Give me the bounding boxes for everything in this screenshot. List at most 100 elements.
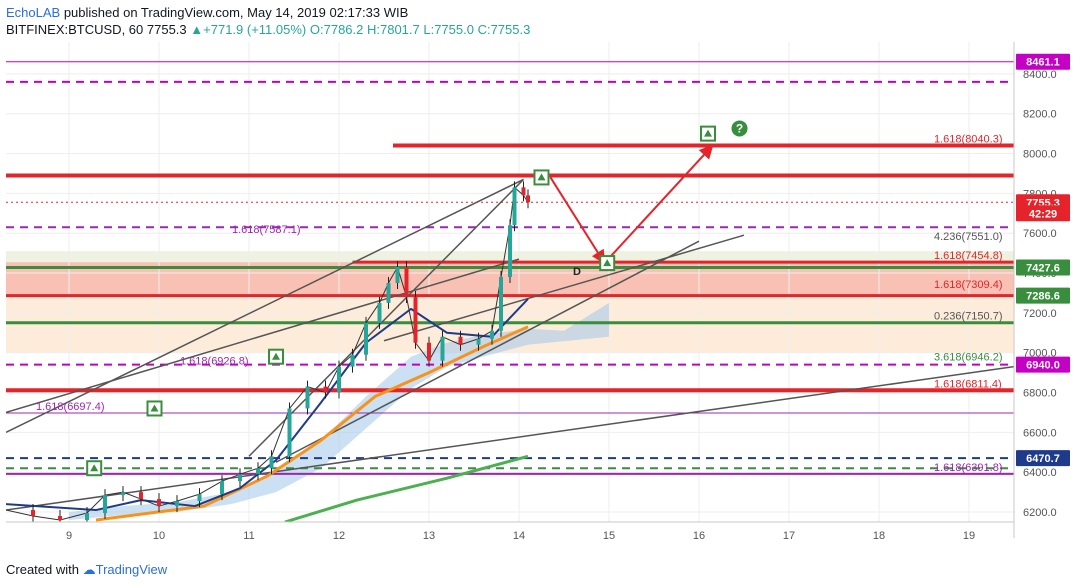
fib-label-6: 3.618(6946.2)	[934, 351, 1003, 363]
candle-body-12	[256, 468, 260, 475]
ichimoku-cloud	[69, 302, 609, 521]
symbol-line: BITFINEX:BTCUSD, 60 7755.3 ▲+771.9 (+11.…	[6, 22, 530, 37]
signal-up-icon-1	[150, 404, 159, 412]
target-arrow-1	[603, 144, 714, 264]
question-icon	[731, 120, 748, 137]
candle-body-2	[58, 516, 62, 521]
signal-up-icon-4	[603, 259, 612, 267]
candle-body-32	[512, 187, 517, 226]
fib-label-0: 1.618(8040.3)	[934, 134, 1003, 146]
ma-orange-line	[95, 325, 529, 522]
x-tick-label-10: 19	[963, 530, 975, 542]
candle-body-34	[526, 195, 530, 203]
signal-up-icon-0	[90, 464, 99, 472]
up-triangle-icon: ▲	[190, 22, 204, 37]
price-tag-label-3: 7427.6	[1026, 263, 1060, 275]
chart-header: EchoLAB published on TradingView.com, Ma…	[0, 0, 1073, 40]
plot-layer: 1.618(8040.3) 1.618(7587.1) 4.236(7551.0) 1…	[6, 42, 1014, 522]
created-with: Created with ☁TradingView	[6, 562, 167, 578]
candle-body-9	[197, 494, 202, 502]
x-tick-label-7: 16	[693, 530, 705, 542]
candle-body-13	[269, 456, 274, 469]
candle-body-3	[85, 513, 89, 521]
x-tick-label-6: 15	[603, 530, 615, 542]
x-tick-label-4: 13	[423, 530, 435, 542]
publish-line: EchoLAB published on TradingView.com, Ma…	[6, 5, 408, 20]
candle-body-28	[476, 338, 481, 345]
candle-body-5	[121, 492, 125, 496]
ma-blue-line	[6, 298, 529, 512]
candle-body-10	[220, 481, 224, 495]
candle-body-24	[413, 296, 418, 343]
price-tag-3	[1016, 259, 1070, 276]
target-arrow-0	[549, 176, 606, 265]
fib-label-8: 1.618(6811.4)	[934, 378, 1002, 390]
candle-body-22	[395, 267, 400, 283]
price-tag-5	[1016, 356, 1070, 373]
last-price: 7755.3	[146, 22, 187, 37]
fib-label-3: 1.618(7454.8)	[934, 250, 1003, 262]
candle-body-25	[427, 342, 431, 361]
y-tick-label-9: 8000.0	[1023, 149, 1057, 161]
candle-body-4	[103, 495, 107, 514]
author-brand[interactable]: EchoLAB	[6, 5, 61, 20]
candle-body-27	[458, 336, 463, 345]
candle-body-26	[440, 336, 445, 361]
annotation-label-0: D	[573, 266, 581, 278]
trendline-2	[275, 240, 700, 463]
price-tag-label-4: 7286.6	[1026, 291, 1060, 303]
signal-up-icon-5	[704, 129, 712, 137]
candle-body-21	[386, 282, 391, 303]
candle-body-31	[508, 225, 512, 278]
y-tick-label-0: 6200.0	[1023, 507, 1057, 519]
price-tag-2	[1016, 205, 1070, 222]
candle-body-23	[404, 267, 409, 297]
price-tag-6	[1016, 450, 1070, 467]
ohlc-values: O:7786.2 H:7801.7 L:7755.0 C:7755.3	[309, 22, 531, 37]
x-tick-label-3: 12	[333, 530, 345, 542]
price-tag-label-6: 6470.7	[1026, 453, 1060, 465]
candle-body-29	[490, 330, 494, 339]
fib-label-9: 1.618(6697.4)	[36, 401, 105, 413]
tradingview-logo-icon: ☁	[82, 562, 96, 577]
candle-body-14	[287, 408, 292, 457]
price-chart[interactable]: 1.618(8040.3) 1.618(7587.1) 4.236(7551.0) 1…	[0, 40, 1073, 554]
x-tick-label-9: 18	[873, 530, 885, 542]
symbol-label: BITFINEX:BTCUSD, 60	[6, 22, 144, 37]
candle-body-17	[337, 366, 341, 393]
candle-body-15	[305, 386, 310, 409]
candle-body-1	[31, 510, 35, 517]
tradingview-logo[interactable]: TradingView	[95, 562, 168, 577]
chart-area[interactable]: 1.618(8040.3) 1.618(7587.1) 4.236(7551.0) 1…	[0, 40, 1073, 554]
price-tag-0	[1016, 53, 1070, 70]
trendline-1	[248, 178, 525, 457]
candle-body-11	[238, 474, 242, 482]
trendline-3	[383, 234, 745, 342]
fib-label-2: 4.236(7551.0)	[934, 231, 1003, 243]
price-tag-label-5: 6940.0	[1026, 360, 1060, 372]
signal-up-icon-2	[272, 352, 280, 360]
x-tick-label-2: 11	[243, 530, 254, 542]
fib-label-4: 1.618(7309.4)	[934, 279, 1003, 291]
x-tick-label-1: 10	[153, 530, 165, 542]
trendline-4	[6, 365, 1014, 511]
question-mark-label: ?	[736, 121, 743, 135]
fib-label-7: 1.618(6926.8)	[180, 355, 249, 367]
fib-label-10: 1.618(6391.8)	[934, 462, 1003, 474]
price-tag-label-2: 42:29	[1029, 208, 1057, 220]
y-tick-label-7: 7600.0	[1023, 228, 1057, 240]
x-tick-label-0: 9	[66, 530, 72, 542]
chart-footer: Created with ☁TradingView	[0, 558, 1073, 582]
candle-body-7	[157, 499, 161, 507]
published-info: published on TradingView.com, May 14, 20…	[60, 5, 409, 20]
ma-green-line	[284, 454, 529, 522]
y-tick-label-11: 8400.0	[1023, 69, 1057, 81]
y-tick-label-1: 6400.0	[1023, 467, 1057, 479]
price-tag-label-0: 8461.1	[1026, 57, 1060, 69]
candle-body-16	[323, 386, 328, 393]
x-tick-label-8: 17	[783, 530, 795, 542]
fib-label-1: 1.618(7587.1)	[232, 224, 301, 236]
candle-body-18	[350, 354, 355, 367]
fib-label-5: 0.236(7150.7)	[934, 311, 1003, 323]
y-tick-label-2: 6600.0	[1023, 427, 1057, 439]
